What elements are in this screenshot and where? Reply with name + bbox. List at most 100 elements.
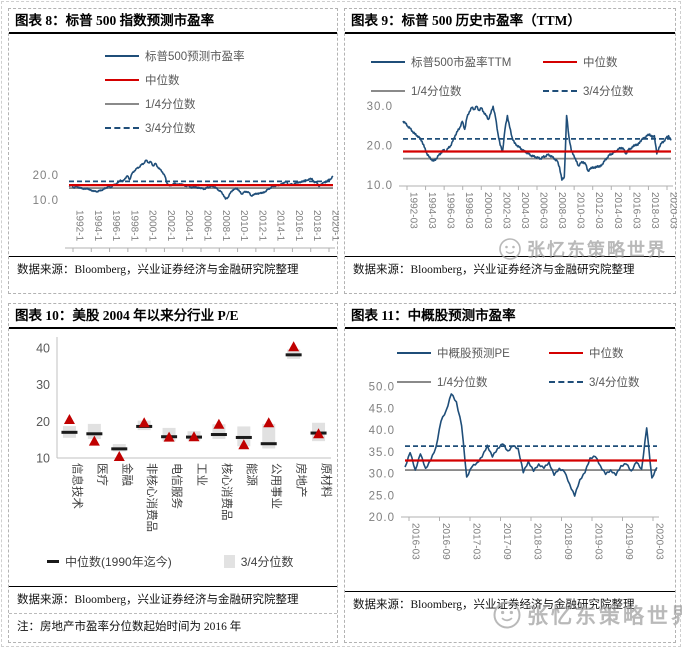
- figure-11-panel: 图表 11：中概股预测市盈率 中概股预测PE 中位数 1/4分位数 3/4分位数 数据…: [344, 303, 676, 643]
- source-divider: [345, 256, 675, 257]
- svg-text:2018-09: 2018-09: [562, 523, 573, 560]
- legend-label: 标普500预测市盈率: [145, 51, 245, 63]
- legend-label: 中概股预测PE: [437, 348, 510, 360]
- legend-item: 中位数: [105, 72, 245, 88]
- svg-text:10: 10: [36, 452, 50, 466]
- svg-text:2014-03: 2014-03: [612, 192, 623, 229]
- svg-text:信息技术: 信息技术: [70, 463, 84, 509]
- svg-text:10.0: 10.0: [33, 195, 59, 207]
- svg-text:2018-1: 2018-1: [311, 210, 322, 242]
- legend-item: 中位数: [543, 54, 634, 70]
- svg-text:2010-03: 2010-03: [575, 192, 586, 229]
- line-dash-legend-icon: [549, 381, 583, 383]
- svg-text:2006-03: 2006-03: [538, 192, 549, 229]
- svg-text:2016-09: 2016-09: [440, 523, 451, 560]
- legend-item: 中位数(1990年迄今): [47, 553, 172, 570]
- svg-text:1992-1: 1992-1: [74, 210, 85, 242]
- line-dash-legend-icon: [105, 127, 139, 129]
- figure-10-title: 图表 10：美股 2004 年以来分行业 P/E: [9, 304, 337, 329]
- legend-item: 3/4分位数: [549, 374, 640, 390]
- svg-text:45.0: 45.0: [369, 403, 395, 415]
- figure-9-source: 数据来源：Bloomberg，兴业证券经济与金融研究院整理: [353, 264, 635, 276]
- svg-text:1992-03: 1992-03: [408, 192, 419, 229]
- legend-item: 1/4分位数: [397, 374, 549, 390]
- figure-11-title: 图表 11：中概股预测市盈率: [345, 304, 675, 329]
- svg-text:2017-03: 2017-03: [471, 523, 482, 560]
- svg-text:30: 30: [36, 378, 50, 392]
- svg-text:2020-03: 2020-03: [668, 192, 678, 229]
- svg-text:2000-03: 2000-03: [482, 192, 493, 229]
- svg-text:原材料: 原材料: [320, 463, 334, 498]
- legend-item: 中位数: [549, 345, 640, 361]
- figure-9-panel: 图表 9：标普 500 历史市盈率（TTM） 标普500市盈率TTM 中位数 1/4…: [344, 8, 678, 294]
- svg-text:2008-1: 2008-1: [220, 210, 231, 242]
- figure-10-source: 数据来源：Bloomberg，兴业证券经济与金融研究院整理: [17, 594, 299, 606]
- legend-item: 1/4分位数: [105, 96, 245, 112]
- legend-label: 1/4分位数: [145, 99, 196, 111]
- legend-label: 3/4分位数: [240, 555, 294, 569]
- line-gray-legend-icon: [371, 90, 405, 92]
- line-chart-canvas: 30.0 20.0 10.0 1992-03 1994-03 1996-03 1998-03…: [367, 101, 678, 229]
- svg-text:1994-03: 1994-03: [426, 192, 437, 229]
- line-blue-legend-icon: [397, 352, 431, 354]
- svg-text:2020-1: 2020-1: [330, 210, 340, 242]
- legend-label: 中位数: [145, 75, 180, 87]
- svg-text:30.0: 30.0: [369, 469, 395, 481]
- figure-10-note: 注：房地产市盈率分位数起始时间为 2016 年: [17, 621, 242, 633]
- svg-text:2010-1: 2010-1: [238, 210, 249, 242]
- legend-item: 标普500市盈率TTM: [371, 54, 543, 70]
- svg-text:2002-03: 2002-03: [500, 192, 511, 229]
- svg-text:公用事业: 公用事业: [270, 463, 283, 509]
- svg-text:50.0: 50.0: [369, 382, 395, 394]
- legend-label: 1/4分位数: [411, 86, 462, 98]
- line-red-legend-icon: [549, 352, 583, 354]
- line-blue-legend-icon: [105, 55, 139, 57]
- figure-11-legend: 中概股预测PE 中位数 1/4分位数 3/4分位数: [397, 345, 640, 390]
- figure-11-source: 数据来源：Bloomberg，兴业证券经济与金融研究院整理: [353, 599, 635, 611]
- legend-item: 1/4分位数: [371, 83, 543, 99]
- legend-item: 标普500预测市盈率: [105, 48, 245, 64]
- svg-text:2018-03: 2018-03: [649, 192, 660, 229]
- svg-text:20.0: 20.0: [369, 512, 395, 524]
- line-dash-legend-icon: [543, 90, 577, 92]
- legend-label: 中位数: [589, 348, 624, 360]
- legend-item: 3/4分位数: [543, 83, 634, 99]
- svg-text:20.0: 20.0: [367, 141, 393, 153]
- box-gray-legend-icon: [223, 555, 235, 568]
- svg-text:2019-03: 2019-03: [593, 523, 604, 560]
- svg-text:20: 20: [36, 415, 50, 429]
- dash-black-legend-icon: [47, 560, 59, 563]
- svg-text:40: 40: [36, 341, 50, 355]
- figure-8-title: 图表 8：标普 500 指数预测市盈率: [9, 9, 337, 34]
- svg-text:2012-1: 2012-1: [256, 210, 267, 242]
- svg-text:2004-03: 2004-03: [519, 192, 530, 229]
- svg-text:2017-09: 2017-09: [501, 523, 512, 560]
- box-chart-canvas: 40 30 20 10 信息技术 医疗 金融 非核心消费品 电信服务 工业 核心消费品 能源 公用事业房…: [36, 337, 334, 532]
- legend-item: 中概股预测PE: [397, 345, 549, 361]
- svg-text:1998-1: 1998-1: [128, 210, 139, 242]
- legend-label: 中位数: [583, 57, 618, 69]
- svg-text:2008-03: 2008-03: [556, 192, 567, 229]
- line-gray-legend-icon: [105, 103, 139, 105]
- svg-text:2002-1: 2002-1: [165, 210, 176, 242]
- svg-text:2004-1: 2004-1: [183, 210, 194, 242]
- source-divider: [9, 586, 337, 587]
- svg-text:2019-09: 2019-09: [623, 523, 634, 560]
- source-divider: [9, 256, 337, 257]
- legend-label: 1/4分位数: [437, 377, 488, 389]
- svg-text:1998-03: 1998-03: [463, 192, 474, 229]
- svg-text:能源: 能源: [245, 463, 259, 486]
- svg-text:35.0: 35.0: [369, 447, 395, 459]
- svg-text:1994-1: 1994-1: [92, 210, 103, 242]
- legend-label: 3/4分位数: [145, 123, 196, 135]
- legend-item: 3/4分位数: [223, 553, 294, 570]
- svg-text:2012-03: 2012-03: [593, 192, 604, 229]
- figure-8-panel: 图表 8：标普 500 指数预测市盈率 标普500预测市盈率 中位数 1/4分位数 3…: [8, 8, 340, 294]
- note-divider: [9, 613, 337, 614]
- svg-text:20.0: 20.0: [33, 170, 59, 182]
- svg-text:1996-1: 1996-1: [110, 210, 121, 242]
- figure-9-title: 图表 9：标普 500 历史市盈率（TTM）: [345, 9, 675, 34]
- figure-8-source: 数据来源：Bloomberg，兴业证券经济与金融研究院整理: [17, 264, 299, 276]
- svg-text:工业: 工业: [195, 463, 208, 486]
- svg-text:金融: 金融: [120, 463, 134, 486]
